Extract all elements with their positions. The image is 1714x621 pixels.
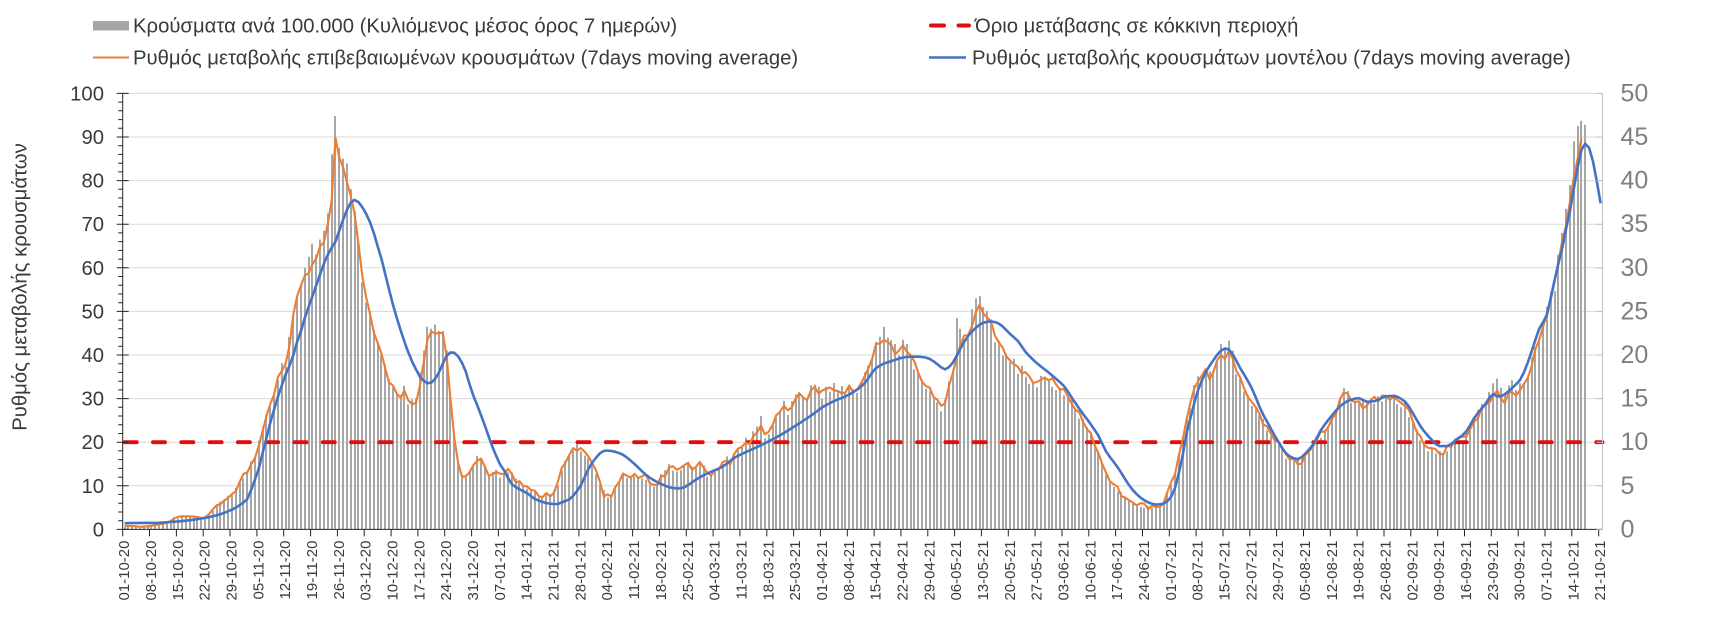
svg-text:12-11-20: 12-11-20 (277, 541, 294, 600)
svg-text:29-07-21: 29-07-21 (1270, 541, 1287, 601)
svg-text:15: 15 (1621, 385, 1649, 413)
svg-text:15-04-21: 15-04-21 (868, 541, 885, 601)
svg-text:26-08-21: 26-08-21 (1378, 541, 1395, 601)
svg-text:31-12-20: 31-12-20 (465, 541, 482, 601)
svg-text:08-10-20: 08-10-20 (143, 541, 160, 601)
svg-text:26-11-20: 26-11-20 (331, 541, 348, 600)
svg-text:60: 60 (81, 258, 104, 280)
svg-text:03-06-21: 03-06-21 (1056, 541, 1073, 601)
svg-text:5: 5 (1621, 472, 1635, 500)
svg-text:09-09-21: 09-09-21 (1431, 541, 1448, 601)
svg-text:20: 20 (81, 432, 104, 454)
svg-text:23-09-21: 23-09-21 (1485, 541, 1502, 601)
svg-text:27-05-21: 27-05-21 (1029, 541, 1046, 601)
svg-text:08-07-21: 08-07-21 (1190, 541, 1207, 601)
svg-text:20-05-21: 20-05-21 (1002, 541, 1019, 601)
svg-text:08-04-21: 08-04-21 (841, 541, 858, 601)
svg-text:80: 80 (81, 171, 104, 193)
svg-text:05-11-20: 05-11-20 (250, 541, 267, 600)
svg-text:30: 30 (81, 389, 104, 411)
svg-text:03-12-20: 03-12-20 (358, 541, 375, 601)
svg-text:18-03-21: 18-03-21 (760, 541, 777, 601)
svg-text:50: 50 (1621, 79, 1649, 107)
svg-text:90: 90 (81, 127, 104, 149)
svg-text:21-10-21: 21-10-21 (1592, 541, 1609, 601)
svg-text:01-07-21: 01-07-21 (1163, 541, 1180, 601)
svg-text:11-03-21: 11-03-21 (733, 541, 750, 600)
svg-text:35: 35 (1621, 210, 1649, 238)
svg-text:29-04-21: 29-04-21 (921, 541, 938, 601)
svg-text:20: 20 (1621, 341, 1649, 369)
svg-text:0: 0 (93, 519, 104, 541)
svg-text:16-09-21: 16-09-21 (1458, 541, 1475, 601)
svg-text:04-03-21: 04-03-21 (707, 541, 724, 601)
svg-text:Κρούσματα ανά 100.000 (Κυλιόμε: Κρούσματα ανά 100.000 (Κυλιόμενος μέσος … (133, 16, 677, 38)
svg-text:07-01-21: 07-01-21 (492, 541, 509, 601)
svg-text:0: 0 (1621, 515, 1635, 543)
svg-text:30-09-21: 30-09-21 (1512, 541, 1529, 601)
svg-text:30: 30 (1621, 254, 1649, 282)
svg-text:40: 40 (81, 345, 104, 367)
svg-text:29-10-20: 29-10-20 (224, 541, 241, 601)
svg-text:04-02-21: 04-02-21 (599, 541, 616, 601)
svg-text:22-07-21: 22-07-21 (1243, 541, 1260, 601)
svg-text:13-05-21: 13-05-21 (975, 541, 992, 601)
svg-text:11-02-21: 11-02-21 (626, 541, 643, 600)
svg-text:12-08-21: 12-08-21 (1324, 541, 1341, 601)
svg-text:25-03-21: 25-03-21 (787, 541, 804, 601)
svg-text:06-05-21: 06-05-21 (948, 541, 965, 601)
svg-text:10: 10 (81, 476, 104, 498)
svg-text:14-01-21: 14-01-21 (519, 541, 536, 601)
svg-text:Ρυθμός μεταβολής κρουσμάτων μο: Ρυθμός μεταβολής κρουσμάτων μοντέλου (7d… (972, 48, 1571, 70)
svg-text:40: 40 (1621, 167, 1649, 195)
svg-text:17-12-20: 17-12-20 (411, 541, 428, 601)
svg-text:21-01-21: 21-01-21 (546, 541, 563, 601)
svg-text:19-11-20: 19-11-20 (304, 541, 321, 600)
svg-text:10-12-20: 10-12-20 (385, 541, 402, 601)
svg-text:10: 10 (1621, 428, 1649, 456)
svg-text:28-01-21: 28-01-21 (572, 541, 589, 601)
svg-text:Ρυθμός μεταβολής κρουσμάτων: Ρυθμός μεταβολής κρουσμάτων (10, 143, 32, 431)
svg-text:15-07-21: 15-07-21 (1217, 541, 1234, 601)
svg-text:01-04-21: 01-04-21 (814, 541, 831, 601)
svg-text:05-08-21: 05-08-21 (1297, 541, 1314, 601)
svg-text:01-10-20: 01-10-20 (116, 541, 133, 601)
svg-text:24-06-21: 24-06-21 (1136, 541, 1153, 601)
svg-text:Όριο μετάβασης σε κόκκινη περι: Όριο μετάβασης σε κόκκινη περιοχή (974, 16, 1298, 38)
svg-text:22-04-21: 22-04-21 (894, 541, 911, 601)
svg-text:25-02-21: 25-02-21 (680, 541, 697, 601)
svg-text:45: 45 (1621, 123, 1649, 151)
svg-text:15-10-20: 15-10-20 (170, 541, 187, 601)
svg-text:10-06-21: 10-06-21 (1082, 541, 1099, 601)
svg-text:22-10-20: 22-10-20 (197, 541, 214, 601)
svg-text:50: 50 (81, 301, 104, 323)
svg-text:14-10-21: 14-10-21 (1565, 541, 1582, 601)
svg-text:100: 100 (70, 83, 104, 105)
svg-text:70: 70 (81, 214, 104, 236)
svg-text:Ρυθμός μεταβολής επιβεβαιωμένω: Ρυθμός μεταβολής επιβεβαιωμένων κρουσμάτ… (133, 48, 798, 70)
svg-text:24-12-20: 24-12-20 (438, 541, 455, 601)
svg-text:07-10-21: 07-10-21 (1539, 541, 1556, 601)
svg-text:02-09-21: 02-09-21 (1404, 541, 1421, 601)
svg-text:17-06-21: 17-06-21 (1109, 541, 1126, 601)
svg-text:19-08-21: 19-08-21 (1351, 541, 1368, 601)
svg-text:25: 25 (1621, 297, 1649, 325)
svg-text:18-02-21: 18-02-21 (653, 541, 670, 601)
